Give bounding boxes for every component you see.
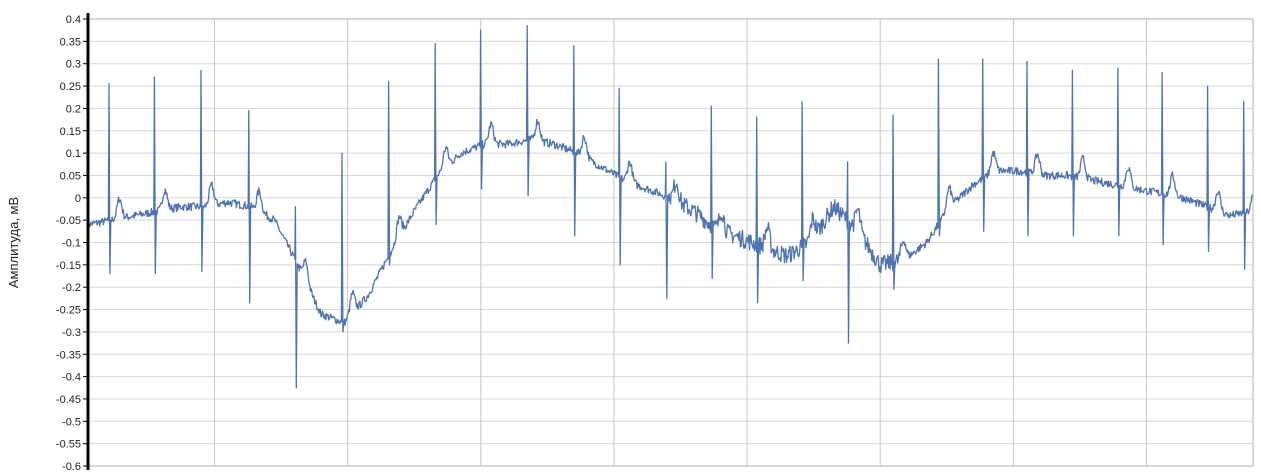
y-tick-label: -0.2 [62,282,81,294]
series [87,25,1254,389]
y-tick-label: 0.4 [66,14,81,26]
y-tick-label: -0.15 [56,260,81,272]
y-tick-label: -0.1 [62,238,81,250]
y-tick-label: 0.2 [66,103,81,115]
y-tick-label: -0.6 [62,461,81,473]
y-tick-label: 0.15 [60,126,81,138]
y-tick-label: -0.35 [56,349,81,361]
y-tick-label: -0.4 [62,372,81,384]
y-tick-label: -0.25 [56,305,81,317]
y-tick-label: 0.3 [66,59,81,71]
y-axis-title: Амплитуда, мВ [6,197,21,288]
y-tick-label: 0 [75,193,81,205]
y-tick-label: -0.3 [62,327,81,339]
grid [87,18,1254,467]
y-tick-label: 0.1 [66,148,81,160]
series-line-amplitude [87,25,1254,389]
y-tick-label: -0.05 [56,215,81,227]
y-tick-label: -0.55 [56,439,81,451]
y-tick-label: 0.25 [60,81,81,93]
y-axis-ticks: 0.4 0.35 0.3 0.25 0.2 0.15 0.1 0.05 0 -0.05 -0.1 -0… [56,14,88,473]
y-tick-label: -0.45 [56,394,81,406]
y-tick-label: 0.05 [60,170,81,182]
y-tick-label: -0.5 [62,416,81,428]
y-tick-label: 0.35 [60,36,81,48]
